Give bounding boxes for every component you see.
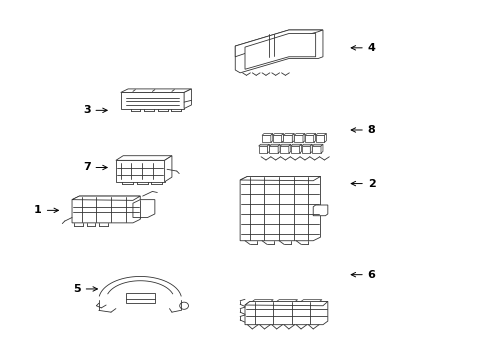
Polygon shape	[262, 134, 273, 135]
Polygon shape	[165, 156, 172, 182]
Polygon shape	[282, 134, 284, 143]
Polygon shape	[316, 134, 326, 135]
Polygon shape	[245, 301, 328, 306]
Polygon shape	[245, 33, 316, 69]
Polygon shape	[133, 200, 155, 217]
Polygon shape	[72, 196, 140, 223]
Polygon shape	[259, 146, 268, 153]
Polygon shape	[240, 176, 320, 181]
Polygon shape	[305, 135, 314, 143]
Polygon shape	[291, 146, 299, 153]
Polygon shape	[301, 300, 322, 301]
Polygon shape	[284, 135, 292, 143]
Polygon shape	[301, 146, 310, 153]
Ellipse shape	[180, 302, 189, 309]
Polygon shape	[121, 89, 192, 93]
Polygon shape	[314, 134, 316, 143]
Polygon shape	[259, 144, 270, 146]
Polygon shape	[277, 300, 297, 301]
Polygon shape	[273, 134, 284, 135]
Polygon shape	[280, 146, 289, 153]
Polygon shape	[312, 146, 321, 153]
Polygon shape	[299, 144, 301, 153]
Polygon shape	[321, 144, 323, 153]
Polygon shape	[289, 144, 291, 153]
Polygon shape	[291, 144, 301, 146]
Polygon shape	[312, 144, 323, 146]
Polygon shape	[116, 156, 172, 160]
Polygon shape	[240, 176, 320, 241]
Polygon shape	[294, 134, 305, 135]
Polygon shape	[245, 301, 328, 325]
Polygon shape	[270, 144, 280, 146]
Text: 3: 3	[83, 105, 107, 115]
Polygon shape	[116, 160, 165, 182]
Text: 4: 4	[351, 43, 376, 53]
Text: 8: 8	[351, 125, 375, 135]
Polygon shape	[284, 134, 294, 135]
Polygon shape	[271, 134, 273, 143]
Polygon shape	[235, 30, 323, 57]
Polygon shape	[121, 93, 184, 109]
Polygon shape	[252, 300, 273, 301]
Polygon shape	[270, 146, 278, 153]
Polygon shape	[278, 144, 280, 153]
Polygon shape	[268, 144, 270, 153]
Polygon shape	[280, 144, 291, 146]
Polygon shape	[262, 135, 271, 143]
Text: 6: 6	[351, 270, 376, 280]
Polygon shape	[313, 205, 328, 216]
Polygon shape	[316, 135, 324, 143]
Text: 2: 2	[351, 179, 375, 189]
Text: 7: 7	[83, 162, 107, 172]
Text: 1: 1	[34, 205, 58, 215]
Polygon shape	[301, 144, 312, 146]
Polygon shape	[235, 30, 323, 73]
Polygon shape	[305, 134, 316, 135]
Text: 5: 5	[73, 284, 98, 294]
Polygon shape	[72, 196, 140, 201]
Polygon shape	[324, 134, 326, 143]
Polygon shape	[303, 134, 305, 143]
Polygon shape	[125, 293, 155, 303]
Polygon shape	[273, 135, 282, 143]
Polygon shape	[292, 134, 294, 143]
Polygon shape	[294, 135, 303, 143]
Polygon shape	[184, 89, 192, 109]
Polygon shape	[310, 144, 312, 153]
